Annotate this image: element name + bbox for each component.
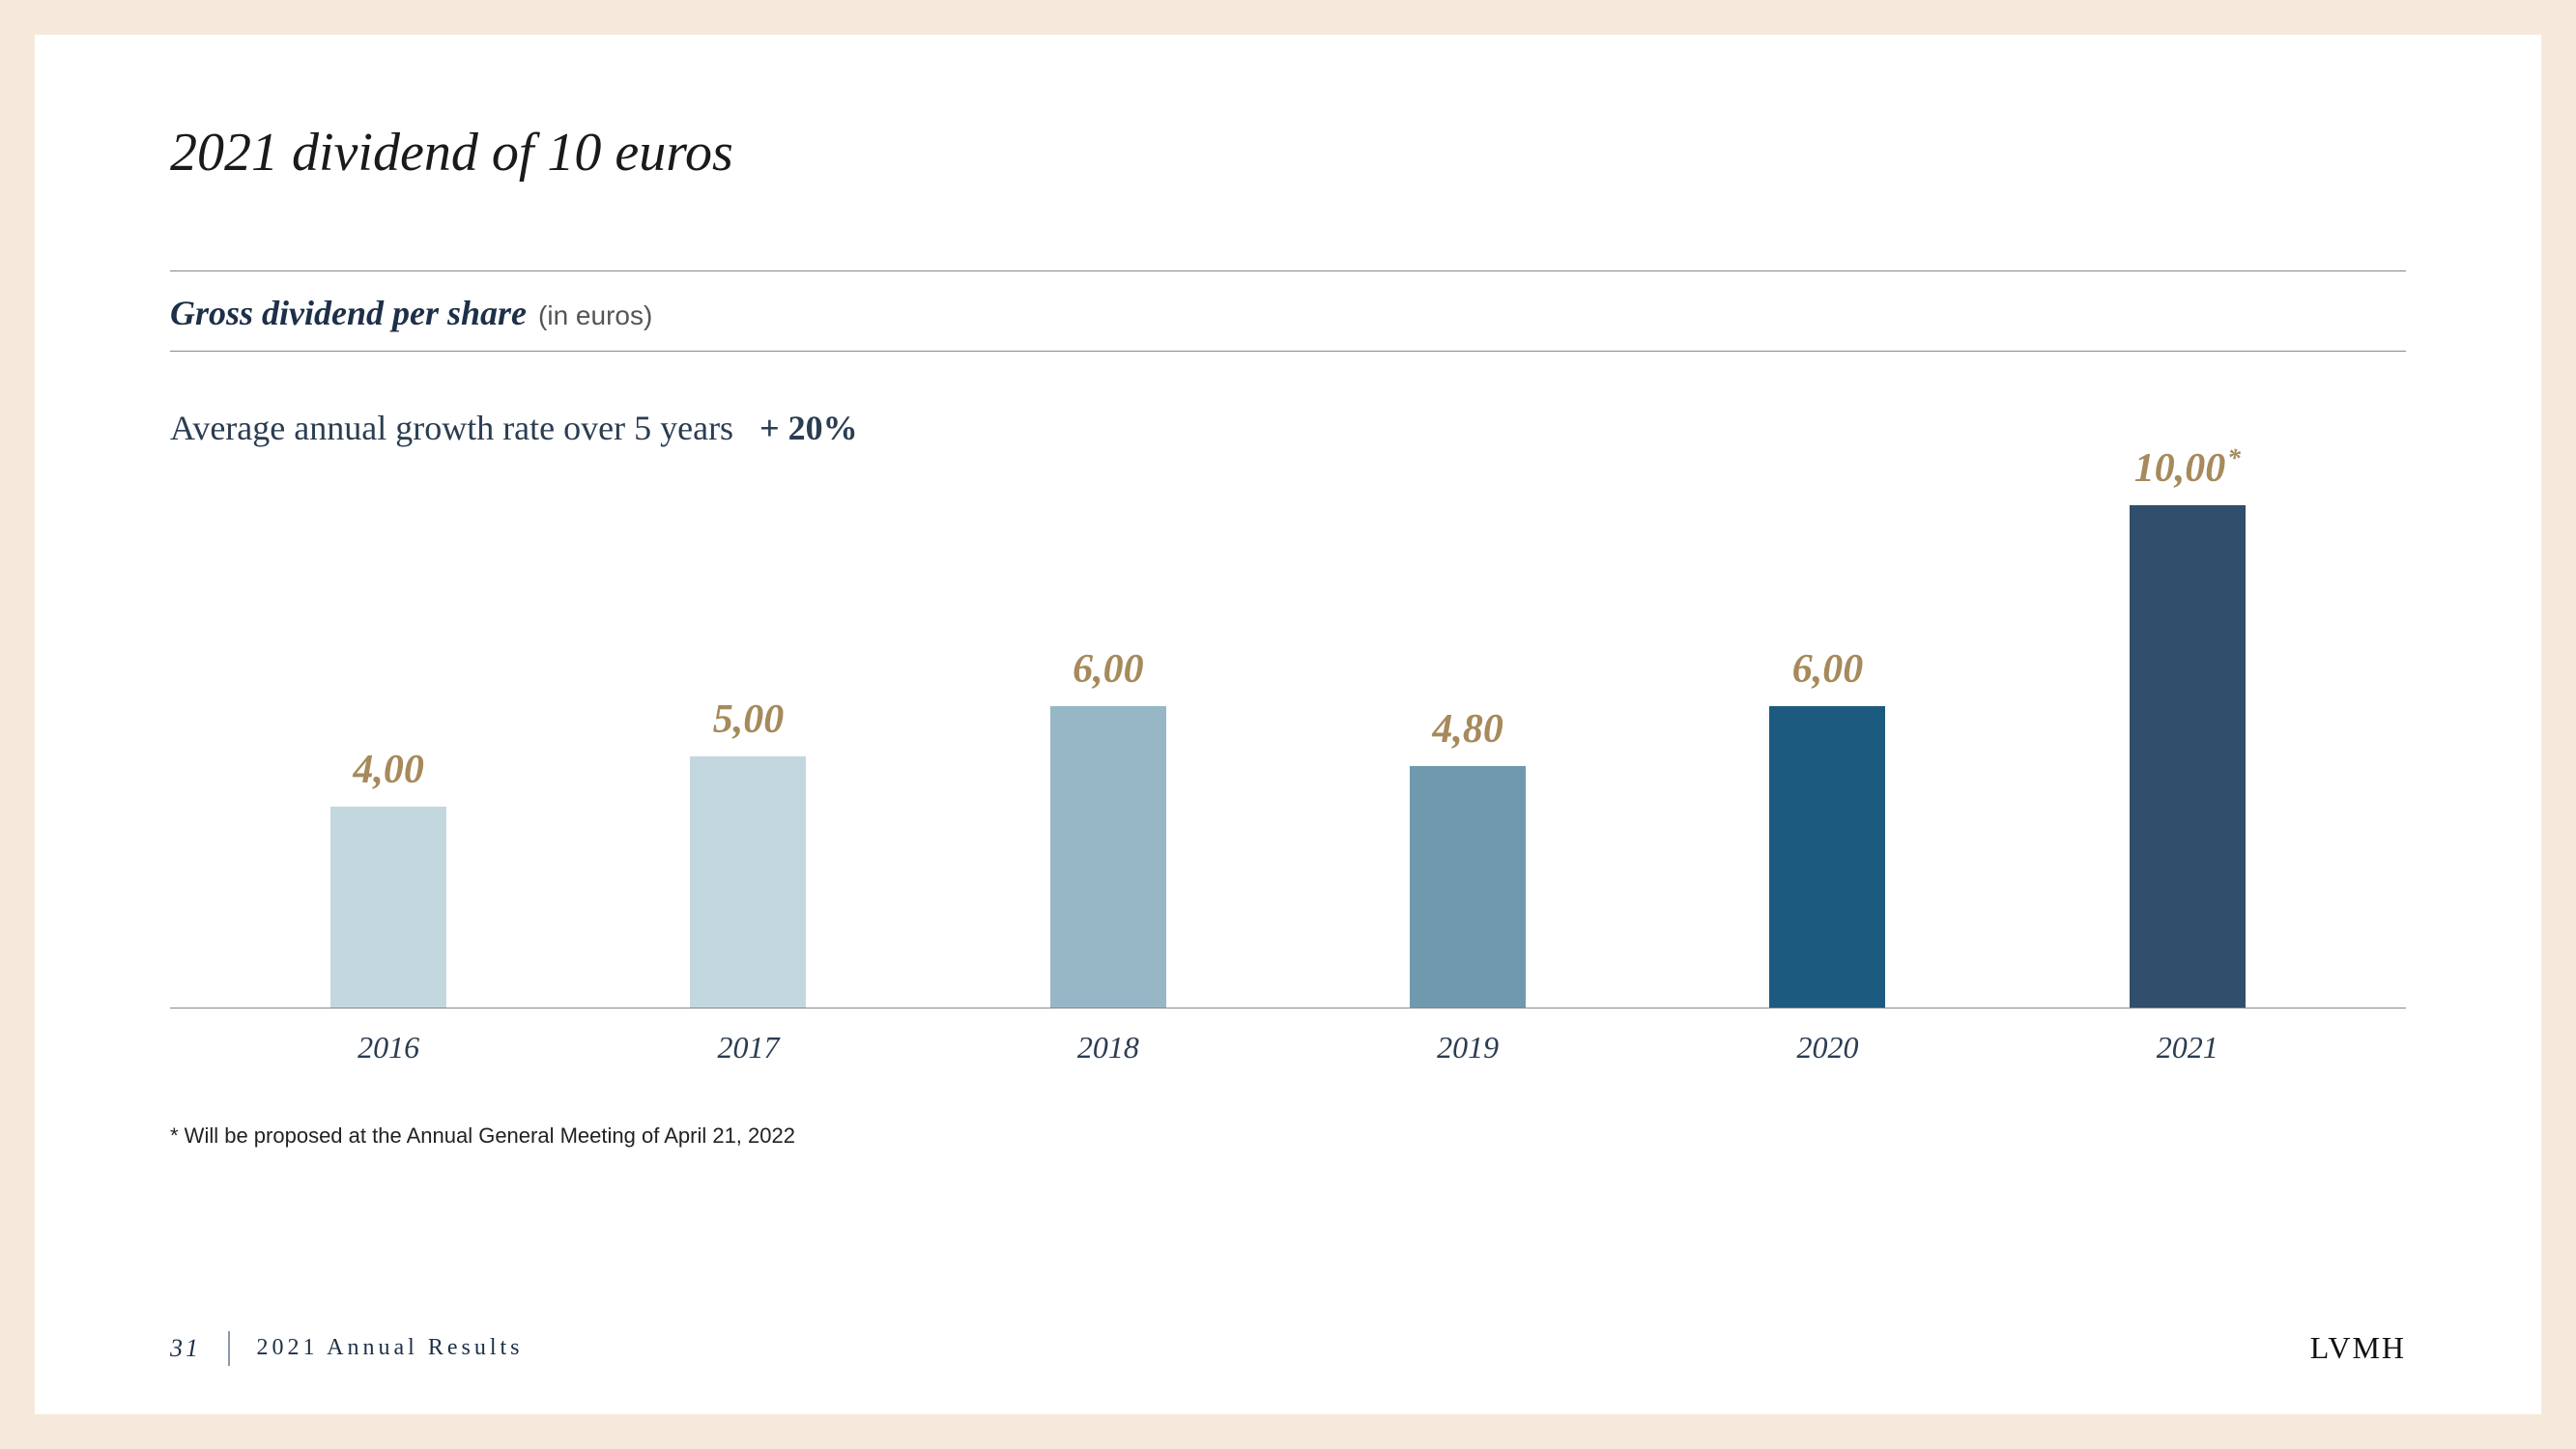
- bar-chart: 4,005,006,004,806,0010,00*: [170, 506, 2406, 1009]
- bar: [1410, 766, 1526, 1008]
- bar: [1050, 706, 1166, 1008]
- bar: [330, 807, 446, 1008]
- slide: 2021 dividend of 10 euros Gross dividend…: [35, 35, 2541, 1414]
- x-axis-label: 2017: [568, 1030, 928, 1065]
- growth-label: Average annual growth rate over 5 years: [170, 409, 733, 447]
- bar-group: 6,00: [929, 646, 1288, 1008]
- footer-label: 2021 Annual Results: [257, 1335, 524, 1361]
- bar: [2130, 505, 2246, 1008]
- bar: [690, 756, 806, 1008]
- divider-bottom: [170, 351, 2406, 352]
- bar-group: 4,80: [1288, 706, 1647, 1008]
- subtitle-main: Gross dividend per share: [170, 294, 527, 332]
- bar-group: 4,00: [209, 747, 568, 1008]
- x-axis-label: 2020: [1647, 1030, 2007, 1065]
- bar: [1769, 706, 1885, 1008]
- bar-value-label: 10,00*: [2134, 443, 2241, 492]
- chart-container: 4,005,006,004,806,0010,00* 2016201720182…: [170, 506, 2406, 1065]
- x-axis-label: 2016: [209, 1030, 568, 1065]
- slide-title: 2021 dividend of 10 euros: [170, 122, 2406, 184]
- growth-row: Average annual growth rate over 5 years …: [170, 408, 2406, 448]
- brand-logo: LVMH: [2310, 1330, 2406, 1366]
- bar-value-label: 6,00: [1073, 646, 1144, 693]
- footer-divider: [228, 1331, 230, 1366]
- bar-value-label: 4,00: [353, 747, 424, 793]
- x-axis-label: 2021: [2008, 1030, 2367, 1065]
- page-number: 31: [170, 1334, 201, 1363]
- bar-value-label: 5,00: [713, 696, 785, 743]
- x-axis-label: 2018: [929, 1030, 1288, 1065]
- subtitle-unit: (in euros): [538, 300, 652, 330]
- footnote: * Will be proposed at the Annual General…: [170, 1123, 2406, 1149]
- bar-group: 6,00: [1647, 646, 2007, 1008]
- bar-value-label: 6,00: [1792, 646, 1864, 693]
- growth-value: + 20%: [759, 409, 858, 447]
- x-axis-labels: 201620172018201920202021: [170, 1009, 2406, 1065]
- bar-group: 10,00*: [2008, 443, 2367, 1008]
- slide-footer: 31 2021 Annual Results LVMH: [170, 1330, 2406, 1366]
- footer-left: 31 2021 Annual Results: [170, 1331, 524, 1366]
- bar-group: 5,00: [568, 696, 928, 1008]
- bar-value-label: 4,80: [1432, 706, 1503, 753]
- subtitle-row: Gross dividend per share (in euros): [170, 271, 2406, 351]
- x-axis-label: 2019: [1288, 1030, 1647, 1065]
